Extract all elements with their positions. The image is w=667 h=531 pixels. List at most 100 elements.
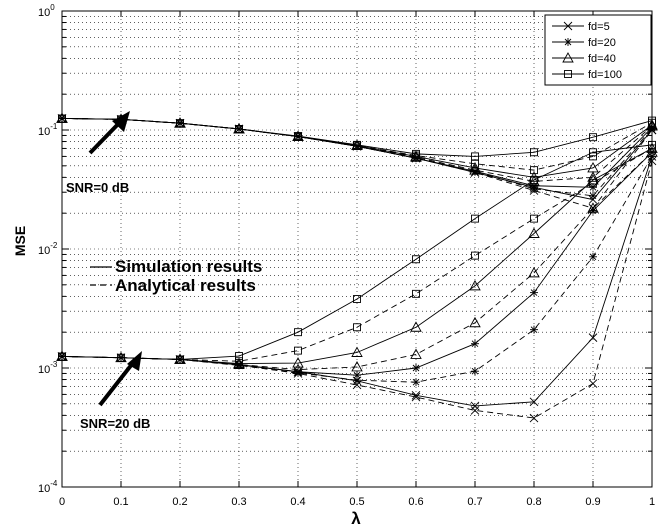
data-point-square [412,289,420,298]
data-point-square [589,133,597,142]
data-point-star [412,364,420,372]
data-point-square [589,152,597,161]
series-line [61,148,653,362]
data-point-square [589,178,597,187]
legend-label: fd=40 [588,53,616,65]
style-legend-solid-label: Simulation results [115,257,262,276]
x-tick-label: 1 [649,496,655,508]
series-line [61,118,653,157]
legend-label: fd=100 [588,69,622,81]
x-tick-label: 0.1 [113,496,128,508]
annotation-snr20: SNR=20 dB [80,351,150,431]
data-point-triangle [528,175,540,186]
data-point-triangle [233,357,245,368]
data-point-triangle [351,346,363,357]
data-point-square [589,148,597,157]
data-point-star [530,184,538,193]
x-tick-label: 0.5 [349,496,364,508]
series-legend: fd=5 fd=20 fd=40 fd=100 [544,14,652,86]
data-point-square [471,214,479,223]
data-point-star [471,339,479,348]
annotation-label-snr20: SNR=20 dB [80,416,150,431]
data-point-triangle [587,202,599,213]
x-tick-label: 0 [59,496,65,508]
data-point-square [294,346,302,355]
y-axis-title: MSE [12,226,28,256]
data-point-triangle [528,227,540,238]
data-point-star [471,367,479,376]
data-point-triangle [469,316,481,328]
data-point-square [235,125,243,133]
data-point-triangle [292,357,304,368]
legend-marker-triangle [562,52,574,63]
data-point-square [294,132,302,141]
data-point-triangle [528,266,540,278]
legend-marker-star [564,38,572,46]
data-point-square [530,148,538,157]
data-point-x [411,392,421,402]
data-point-triangle [292,363,304,375]
legend-marker-square [564,70,572,78]
data-point-triangle [469,279,481,291]
annotation-arrow-head [127,351,142,371]
x-axis-title: λ [351,509,361,528]
tick-labels: 0 0.1 0.2 0.3 0.4 0.5 0.6 0.7 0.8 0.9 110010-110-2… [38,3,655,508]
data-point-star [294,368,302,377]
data-point-x [529,397,539,407]
annotation-arrow-head [112,111,130,132]
data-point-star [353,376,361,385]
x-tick-label: 0.4 [290,496,305,508]
data-point-square [353,323,361,332]
data-point-triangle [587,171,599,182]
legend-item-fd-100: fd=100 [552,69,622,81]
legend-item-fd-20: fd=20 [552,37,616,49]
x-tick-label: 0.9 [585,496,600,508]
x-tick-label: 0.3 [231,496,246,508]
data-point-square [353,295,361,303]
x-tick-label: 0.6 [408,496,423,508]
series-line [61,144,653,360]
data-point-x [588,379,598,388]
data-point-square [294,328,302,337]
data-point-x [588,333,598,342]
grid-lines [62,11,652,487]
data-point-triangle [351,361,363,372]
data-point-square [235,352,243,361]
annotation-label-snr0: SNR=0 dB [66,180,129,195]
data-point-star [530,288,538,297]
data-point-star [412,378,420,387]
legend-item-fd-5: fd=5 [552,21,610,33]
annotation-arrow-shaft [98,357,138,407]
style-legend-dashed-label: Analytical results [115,276,256,295]
data-point-star [589,183,597,192]
data-point-square [412,255,420,264]
series-line [61,118,653,171]
data-point-star [589,191,597,200]
data-point-x [529,413,539,423]
legend-label: fd=5 [588,21,610,33]
annotation-snr0: SNR=0 dB [66,111,130,195]
x-tick-label: 0.8 [526,496,541,508]
legend-label: fd=20 [588,37,616,49]
data-point-square [235,357,243,366]
axis-ticks [61,10,653,488]
data-point-triangle [410,348,422,359]
data-point-square [530,176,538,184]
data-point-square [530,214,538,223]
data-point-square [530,166,538,175]
data-point-square [176,355,184,364]
legend-marker-x [563,21,573,31]
legend-item-fd-40: fd=40 [552,52,616,65]
legend-box [544,14,652,86]
series-line [61,151,653,371]
line-style-legend: Simulation results Analytical results [90,257,262,295]
data-point-square [412,151,420,160]
data-point-square [176,119,184,128]
data-point-triangle [469,164,481,175]
data-point-square [353,141,361,150]
data-point-square [471,251,479,260]
data-point-square [471,159,479,168]
data-point-triangle [410,321,422,332]
x-tick-label: 0.7 [467,496,482,508]
